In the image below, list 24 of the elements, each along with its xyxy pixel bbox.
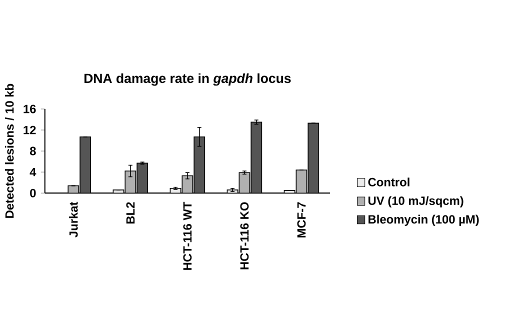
y-tick-label: 8 bbox=[30, 146, 36, 156]
y-tick-label: 0 bbox=[30, 188, 36, 198]
y-axis-title: Detected lesions / 10 kb bbox=[4, 84, 14, 218]
bar bbox=[124, 170, 136, 194]
x-tick-label: MCF-7 bbox=[297, 202, 306, 238]
bar bbox=[250, 122, 262, 194]
x-tick-label: BL2 bbox=[126, 202, 135, 224]
chart-title: DNA damage rate in gapdh locus bbox=[84, 73, 291, 86]
legend-label: Bleomycin (100 µM) bbox=[368, 214, 479, 226]
legend-label: UV (10 mJ/sqcm) bbox=[368, 196, 464, 208]
x-tick-label: HCT-116 KO bbox=[240, 202, 249, 270]
bar bbox=[308, 122, 320, 194]
bar bbox=[136, 162, 148, 194]
y-tick-label: 16 bbox=[24, 104, 36, 114]
bar bbox=[284, 190, 296, 194]
x-tick-label: HCT-116 WT bbox=[183, 202, 192, 270]
legend-label: Control bbox=[368, 178, 410, 186]
y-tick-label: 4 bbox=[30, 168, 36, 176]
bar bbox=[238, 172, 250, 194]
y-tick-label: 12 bbox=[24, 126, 36, 134]
bar bbox=[194, 136, 206, 194]
bar bbox=[182, 175, 194, 194]
x-tick-label: Jurkat bbox=[69, 202, 78, 238]
bar bbox=[296, 170, 308, 194]
